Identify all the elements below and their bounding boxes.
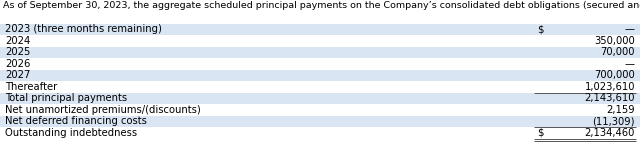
- Text: 2024: 2024: [5, 36, 30, 46]
- Text: Thereafter: Thereafter: [5, 82, 58, 92]
- Text: 2025: 2025: [5, 47, 31, 57]
- Text: (11,309): (11,309): [593, 116, 635, 126]
- Text: 2,143,610: 2,143,610: [584, 93, 635, 103]
- Text: Total principal payments: Total principal payments: [5, 93, 127, 103]
- Text: 2027: 2027: [5, 70, 31, 80]
- Text: As of September 30, 2023, the aggregate scheduled principal payments on the Comp: As of September 30, 2023, the aggregate …: [3, 1, 640, 10]
- Text: —: —: [625, 24, 635, 34]
- Bar: [0, 69, 640, 81]
- Text: Net unamortized premiums/(discounts): Net unamortized premiums/(discounts): [5, 105, 201, 115]
- Bar: [0, 46, 640, 58]
- Text: 2,159: 2,159: [606, 105, 635, 115]
- Bar: [0, 116, 640, 127]
- Text: Outstanding indebtedness: Outstanding indebtedness: [5, 128, 137, 138]
- Text: 2,134,460: 2,134,460: [584, 128, 635, 138]
- Text: Net deferred financing costs: Net deferred financing costs: [5, 116, 147, 126]
- Bar: [0, 23, 640, 35]
- Text: —: —: [625, 59, 635, 69]
- Text: $: $: [538, 128, 544, 138]
- Text: 1,023,610: 1,023,610: [584, 82, 635, 92]
- Text: 2026: 2026: [5, 59, 31, 69]
- Text: 2023 (three months remaining): 2023 (three months remaining): [5, 24, 162, 34]
- Text: 70,000: 70,000: [600, 47, 635, 57]
- Bar: [0, 92, 640, 104]
- Text: 700,000: 700,000: [594, 70, 635, 80]
- Text: $: $: [538, 24, 544, 34]
- Text: 350,000: 350,000: [594, 36, 635, 46]
